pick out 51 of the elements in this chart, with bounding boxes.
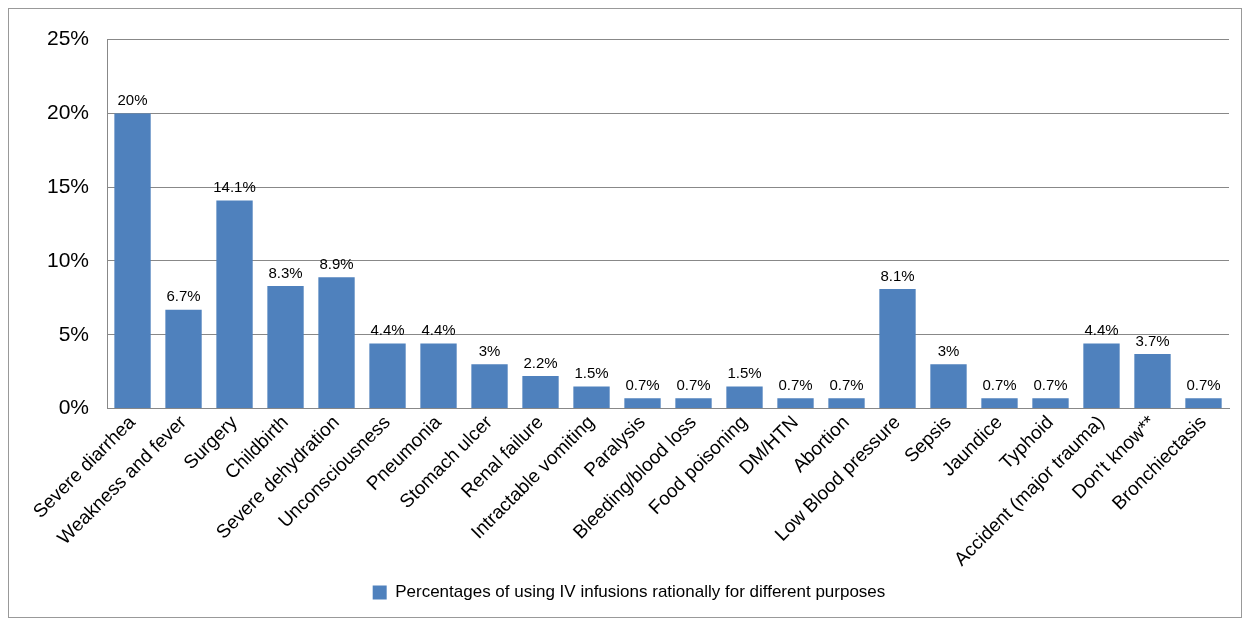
bar bbox=[420, 343, 457, 409]
bar bbox=[369, 343, 406, 409]
bar bbox=[471, 364, 508, 409]
data-label: 2.2% bbox=[523, 353, 558, 371]
data-label: 4.4% bbox=[421, 321, 456, 339]
bar bbox=[318, 277, 355, 409]
bar bbox=[267, 286, 304, 409]
data-label: 0.7% bbox=[625, 375, 660, 393]
data-label: 0.7% bbox=[829, 375, 864, 393]
data-label: 14.1% bbox=[213, 178, 256, 196]
bar bbox=[726, 386, 763, 409]
data-label: 8.1% bbox=[880, 266, 915, 284]
data-label: 20% bbox=[117, 91, 148, 109]
bar bbox=[114, 113, 151, 409]
bar bbox=[624, 398, 661, 409]
data-label: 3% bbox=[937, 341, 960, 359]
y-tick-label: 10% bbox=[47, 247, 90, 271]
data-label: 6.7% bbox=[166, 287, 201, 305]
bar bbox=[828, 398, 865, 409]
bar bbox=[777, 398, 814, 409]
bar bbox=[216, 200, 253, 409]
bar bbox=[165, 309, 202, 409]
data-label: 0.7% bbox=[1033, 375, 1068, 393]
legend-label: Percentages of using IV infusions rationally for different purposes bbox=[395, 582, 886, 602]
y-tick-label: 0% bbox=[58, 395, 90, 419]
bar bbox=[522, 376, 559, 409]
bar bbox=[675, 398, 712, 409]
bar bbox=[573, 386, 610, 409]
data-label: 0.7% bbox=[982, 375, 1017, 393]
y-tick-label: 25% bbox=[47, 26, 90, 50]
bar bbox=[1083, 343, 1120, 409]
data-label: 3% bbox=[478, 341, 501, 359]
data-label: 3.7% bbox=[1135, 331, 1170, 349]
y-tick-label: 20% bbox=[47, 100, 90, 124]
y-tick-label: 15% bbox=[47, 173, 90, 197]
bar bbox=[1185, 398, 1222, 409]
bar bbox=[930, 364, 967, 409]
data-label: 0.7% bbox=[1186, 375, 1221, 393]
y-tick-label: 5% bbox=[58, 321, 90, 345]
data-label: 4.4% bbox=[1084, 321, 1119, 339]
data-label: 0.7% bbox=[676, 375, 711, 393]
data-label: 8.3% bbox=[268, 263, 303, 281]
data-label: 4.4% bbox=[370, 321, 405, 339]
data-label: 8.9% bbox=[319, 254, 354, 272]
bar bbox=[879, 289, 916, 409]
data-label: 1.5% bbox=[727, 364, 762, 382]
bar bbox=[1032, 398, 1069, 409]
data-label: 0.7% bbox=[778, 375, 813, 393]
data-label: 1.5% bbox=[574, 364, 609, 382]
bar bbox=[1134, 353, 1171, 409]
bar bbox=[981, 398, 1018, 409]
